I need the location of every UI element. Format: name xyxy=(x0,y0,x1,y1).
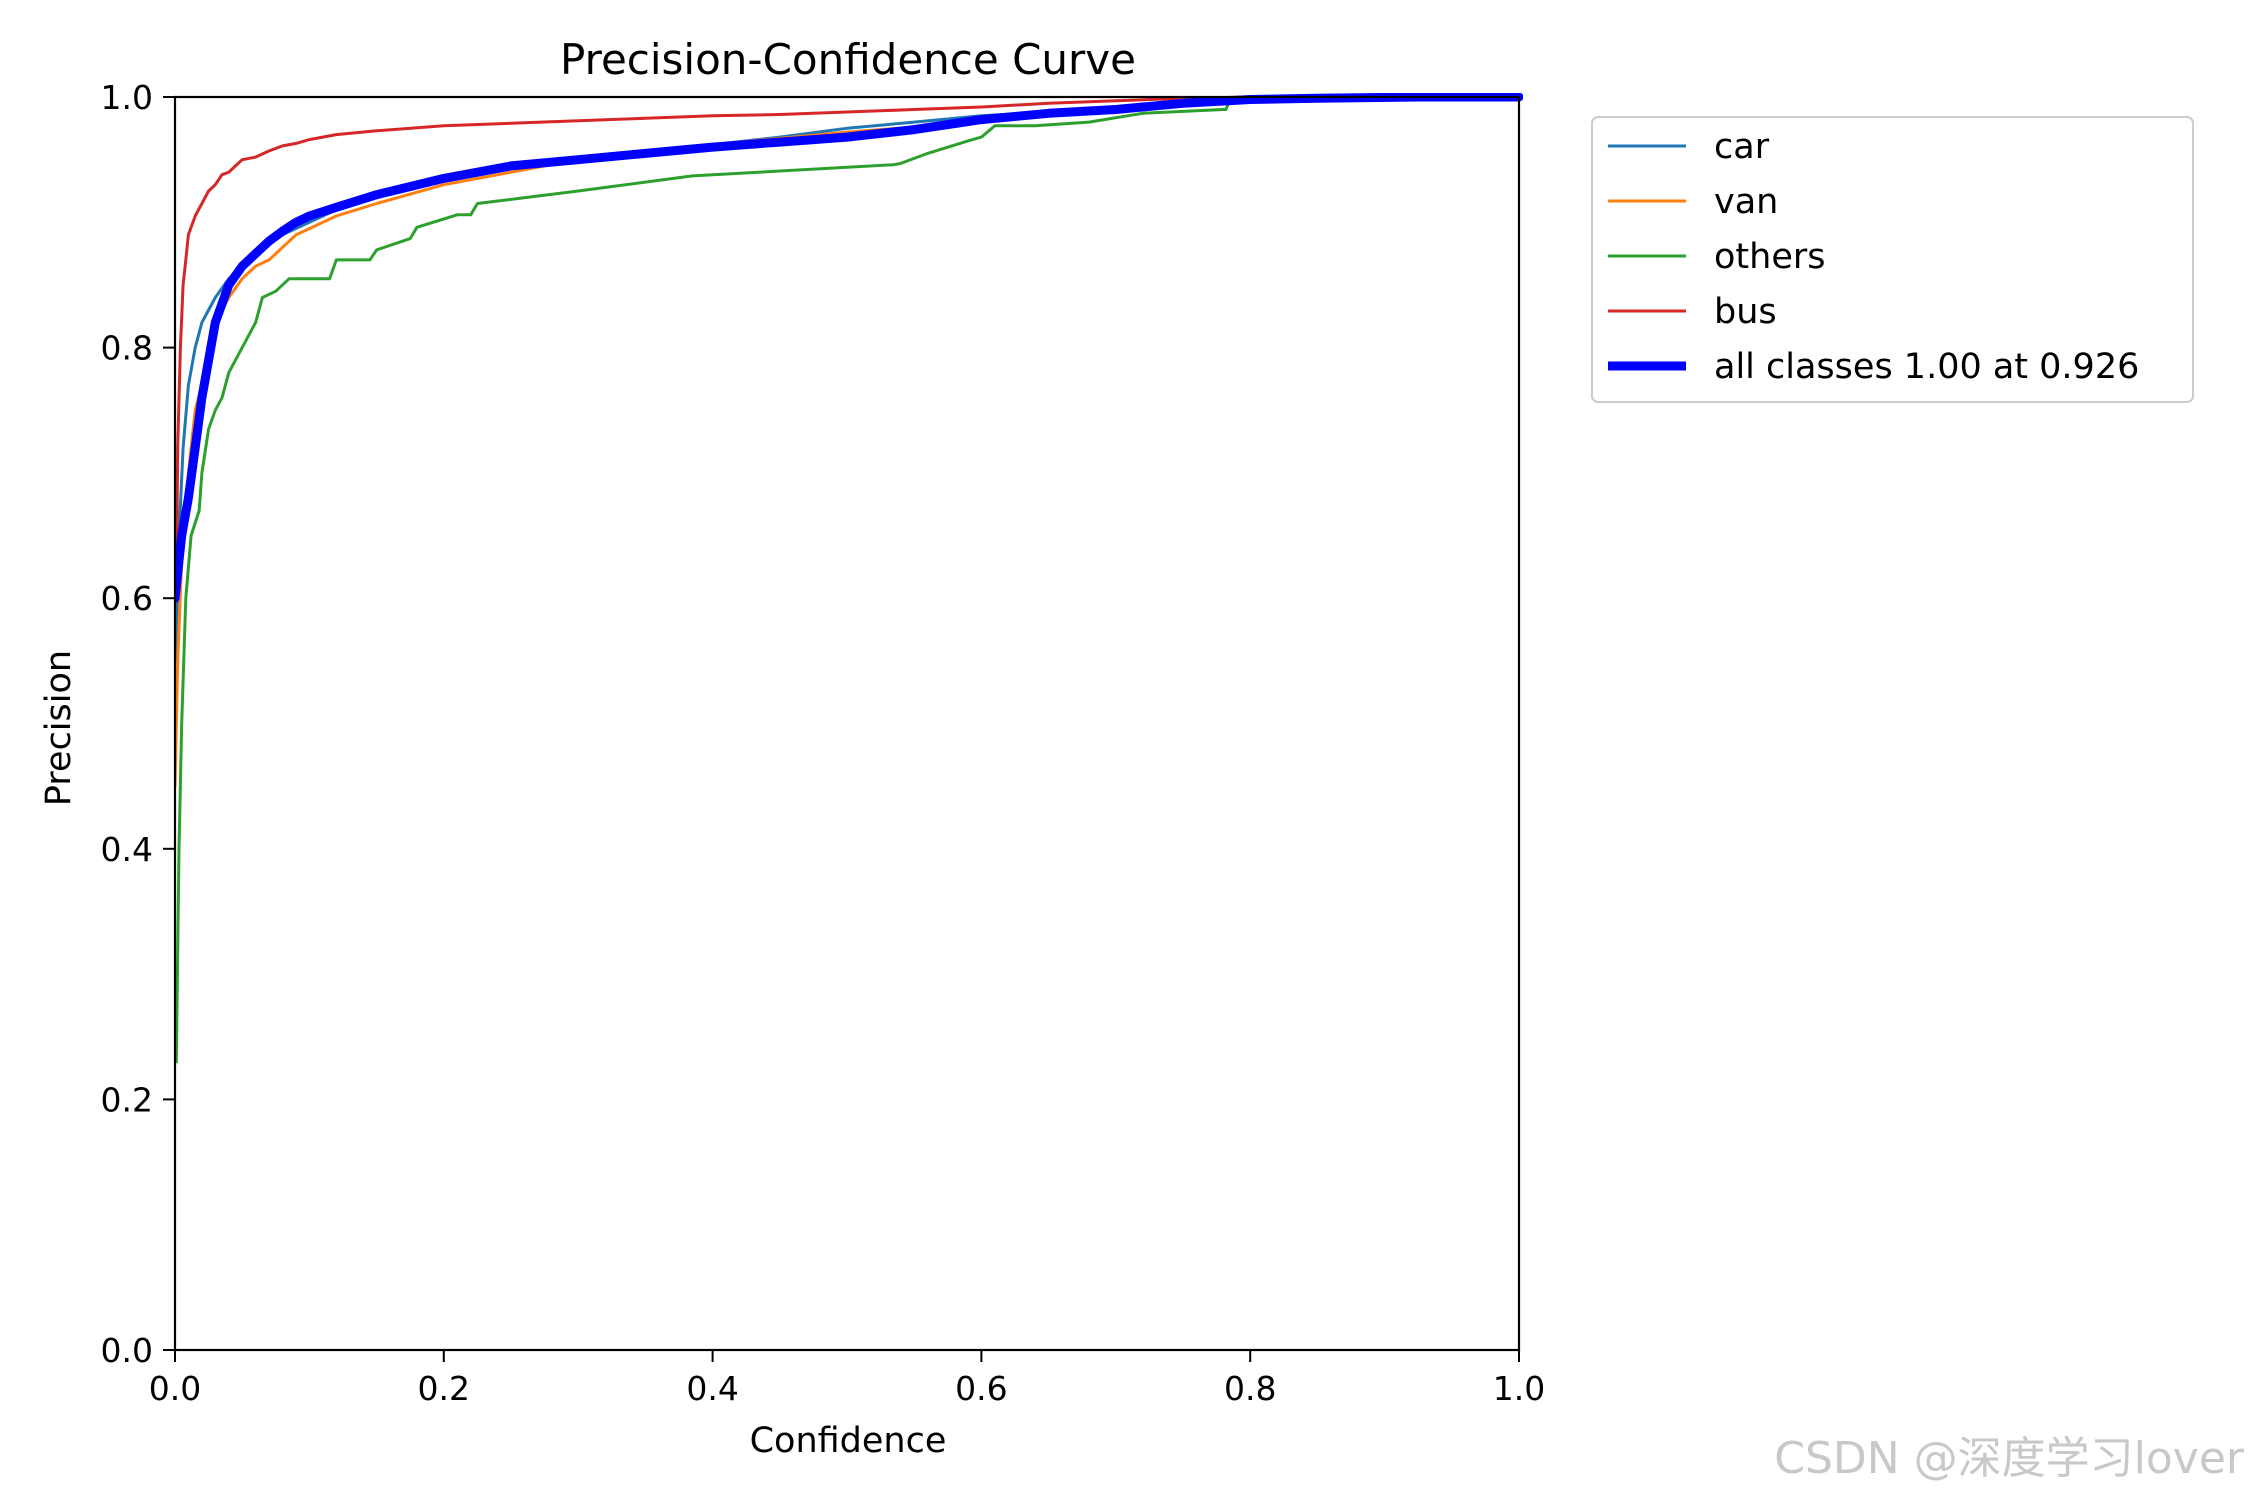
series-line-2 xyxy=(175,95,1521,1064)
series-line-4 xyxy=(175,93,1523,603)
series-line-1 xyxy=(175,95,1521,788)
legend-label: all classes 1.00 at 0.926 xyxy=(1714,347,2139,387)
legend-label: car xyxy=(1714,127,1770,167)
x-tick-label: 1.0 xyxy=(1493,1369,1545,1408)
y-tick-label: 1.0 xyxy=(101,78,153,117)
legend-label: bus xyxy=(1714,292,1777,332)
legend: car van others bus all classes 1.00 at 0.926 xyxy=(1591,116,2194,403)
y-tick-label: 0.4 xyxy=(101,830,153,869)
chart-title: Precision-Confidence Curve xyxy=(560,35,1136,84)
x-tick-label: 0.4 xyxy=(686,1369,738,1408)
legend-label: van xyxy=(1714,182,1778,222)
y-tick-label: 0.6 xyxy=(101,579,153,618)
x-axis-label: Confidence xyxy=(750,1421,947,1461)
plot-area xyxy=(175,93,1523,1064)
series-line-0 xyxy=(175,95,1521,663)
axes-frame xyxy=(173,95,1521,1352)
axes: 0.0 0.2 0.4 0.6 0.8 1.0 0.0 0.2 0.4 0.6 0.8 1.0 xyxy=(101,78,1546,1408)
legend-label: others xyxy=(1714,237,1825,277)
watermark: CSDN @深度学习lover xyxy=(1774,1433,2244,1484)
legend-box xyxy=(1591,116,2194,403)
x-tick-label: 0.6 xyxy=(955,1369,1007,1408)
y-tick-label: 0.8 xyxy=(101,329,153,368)
x-tick-label: 0.8 xyxy=(1224,1369,1276,1408)
x-tick-label: 0.2 xyxy=(418,1369,470,1408)
y-axis-label: Precision xyxy=(39,650,79,806)
series-line-3 xyxy=(175,95,1521,600)
y-tick-label: 0.2 xyxy=(101,1080,153,1119)
x-tick-label: 0.0 xyxy=(149,1369,201,1408)
y-tick-label: 0.0 xyxy=(101,1331,153,1370)
